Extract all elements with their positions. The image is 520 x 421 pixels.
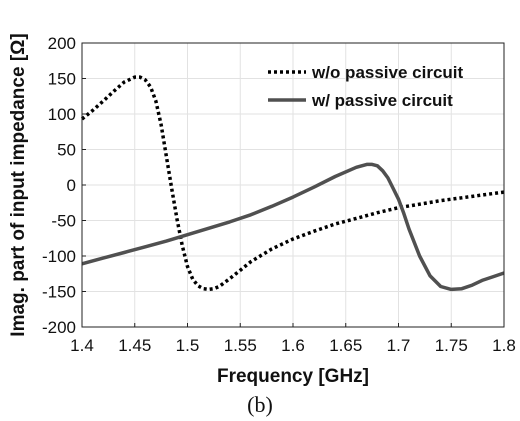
y-tick-label: 50 — [57, 141, 76, 160]
y-tick-label: -100 — [42, 247, 76, 266]
x-tick-label: 1.8 — [492, 336, 516, 355]
y-tick-label: 0 — [67, 176, 76, 195]
x-tick-label: 1.6 — [281, 336, 305, 355]
y-tick-label: -50 — [51, 212, 76, 231]
x-tick-label: 1.45 — [118, 336, 151, 355]
series-line-w-passive — [81, 162, 505, 292]
x-tick-label: 1.75 — [435, 336, 468, 355]
y-tick-label: 200 — [48, 34, 76, 53]
legend-label-wo-passive: w/o passive circuit — [311, 63, 464, 82]
ticks — [81, 42, 505, 328]
x-tick-label: 1.7 — [387, 336, 411, 355]
figure-caption: (b) — [247, 392, 273, 417]
x-tick-label: 1.55 — [224, 336, 257, 355]
series-layer — [80, 75, 505, 292]
legend-label-w-passive: w/ passive circuit — [311, 91, 453, 110]
x-tick-label: 1.4 — [70, 336, 94, 355]
y-tick-label: -200 — [42, 318, 76, 337]
y-tick-label: 150 — [48, 70, 76, 89]
y-axis-title: Imag. part of input impedance [Ω] — [8, 33, 29, 336]
legend: w/o passive circuit w/ passive circuit — [268, 63, 464, 110]
y-tick-label: 100 — [48, 105, 76, 124]
x-axis-title: Frequency [GHz] — [217, 366, 369, 387]
y-tick-labels: -200 -150 -100 -50 0 50 100 150 200 — [42, 34, 76, 337]
impedance-chart: 1.4 1.45 1.5 1.55 1.6 1.65 1.7 1.75 1.8 -200 -150… — [8, 33, 516, 387]
x-tick-label: 1.5 — [176, 336, 200, 355]
series-line-wo-passive — [80, 75, 505, 292]
y-tick-label: -150 — [42, 283, 76, 302]
x-tick-label: 1.65 — [329, 336, 362, 355]
x-tick-labels: 1.4 1.45 1.5 1.55 1.6 1.65 1.7 1.75 1.8 — [70, 336, 516, 355]
